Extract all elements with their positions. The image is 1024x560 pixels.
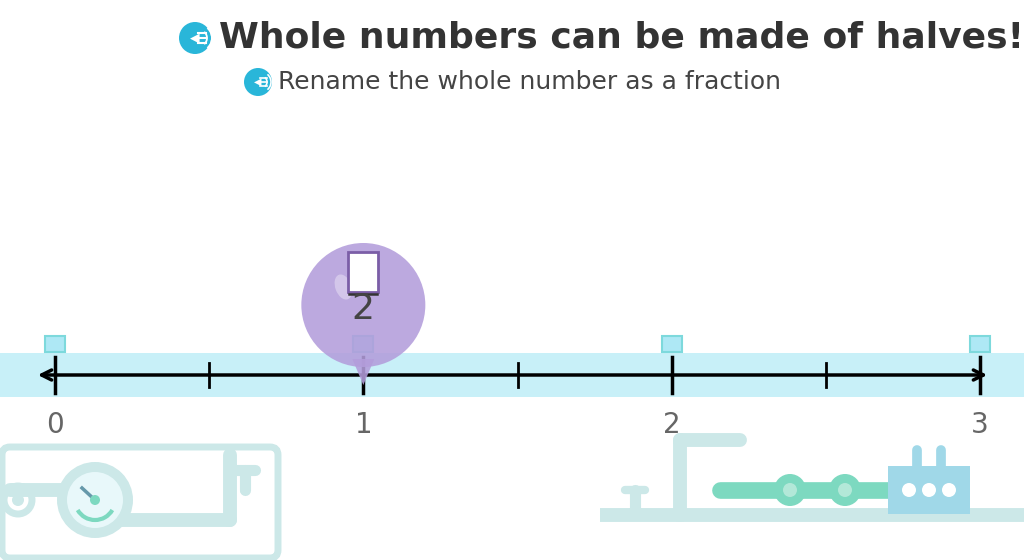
Circle shape: [838, 483, 852, 497]
Circle shape: [783, 483, 797, 497]
Circle shape: [179, 22, 211, 54]
Bar: [0, 353, 1024, 397]
FancyBboxPatch shape: [348, 252, 378, 292]
Text: ◀: ◀: [254, 77, 262, 87]
Circle shape: [301, 243, 425, 367]
Circle shape: [244, 68, 272, 96]
FancyBboxPatch shape: [662, 336, 682, 352]
Ellipse shape: [335, 274, 352, 300]
Text: 3: 3: [971, 411, 989, 439]
Circle shape: [774, 474, 806, 506]
FancyBboxPatch shape: [353, 336, 374, 352]
Text: 2: 2: [663, 411, 681, 439]
Circle shape: [240, 485, 250, 495]
Text: ◀: ◀: [190, 31, 200, 44]
Text: Rename the whole number as a fraction: Rename the whole number as a fraction: [278, 70, 781, 94]
Text: Whole numbers can be made of halves!: Whole numbers can be made of halves!: [219, 21, 1024, 55]
Text: 0: 0: [46, 411, 63, 439]
Circle shape: [90, 495, 100, 505]
Circle shape: [67, 472, 123, 528]
Circle shape: [829, 474, 861, 506]
FancyBboxPatch shape: [45, 336, 65, 352]
FancyBboxPatch shape: [970, 336, 990, 352]
Circle shape: [902, 483, 916, 497]
FancyBboxPatch shape: [888, 466, 970, 514]
Text: 1: 1: [354, 411, 372, 439]
Circle shape: [57, 462, 133, 538]
Circle shape: [942, 483, 956, 497]
Circle shape: [12, 494, 24, 506]
Circle shape: [922, 483, 936, 497]
Text: 2: 2: [352, 292, 375, 326]
Polygon shape: [352, 359, 375, 385]
